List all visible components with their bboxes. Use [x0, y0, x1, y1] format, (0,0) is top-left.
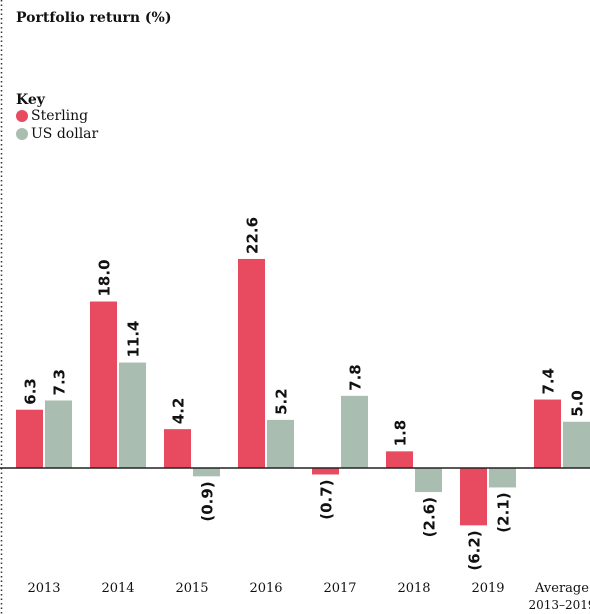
bar [534, 399, 561, 468]
x-tick-label: 2018 [397, 581, 430, 596]
value-label: (2.6) [421, 497, 439, 537]
value-label: 11.4 [125, 321, 143, 358]
value-label: (6.2) [466, 530, 484, 570]
legend-label: Sterling [31, 108, 88, 124]
bar [119, 362, 146, 468]
x-tick-label: 2017 [323, 581, 356, 596]
bar [415, 468, 442, 493]
x-tick-label: 2015 [175, 581, 208, 596]
value-label: 7.4 [540, 368, 558, 395]
x-tick-label: 2016 [249, 581, 282, 596]
value-label: 18.0 [96, 259, 114, 296]
bar [193, 468, 220, 477]
value-label: 22.6 [244, 217, 262, 254]
value-label: 5.0 [569, 390, 587, 417]
value-label: 7.8 [347, 364, 365, 391]
legend-title: Key [16, 92, 46, 108]
value-label: 4.2 [170, 398, 188, 425]
bar [164, 429, 191, 468]
bar [16, 409, 43, 468]
value-label: 5.2 [273, 388, 291, 415]
x-tick-sublabel: 2013–2019 [528, 598, 590, 612]
bar [267, 419, 294, 468]
value-label: 6.3 [22, 378, 40, 405]
value-label: (0.7) [318, 479, 336, 519]
bar [238, 258, 265, 468]
bar [90, 301, 117, 468]
legend-label: US dollar [31, 126, 99, 142]
value-label: (2.1) [495, 492, 513, 532]
legend-swatch [16, 110, 28, 122]
value-label: 1.8 [392, 420, 410, 447]
x-tick-label: 2013 [27, 581, 60, 596]
legend-swatch [16, 128, 28, 140]
bar [489, 468, 516, 488]
value-label: 7.3 [51, 369, 69, 396]
bar [341, 395, 368, 468]
bar [312, 468, 339, 475]
value-label: (0.9) [199, 481, 217, 521]
bar [460, 468, 487, 526]
chart-title: Portfolio return (%) [16, 10, 171, 26]
bar [386, 451, 413, 468]
x-tick-label: 2014 [101, 581, 134, 596]
x-tick-label: Average [534, 581, 589, 596]
x-tick-label: 2019 [471, 581, 504, 596]
bar [45, 400, 72, 468]
bar [563, 421, 590, 468]
